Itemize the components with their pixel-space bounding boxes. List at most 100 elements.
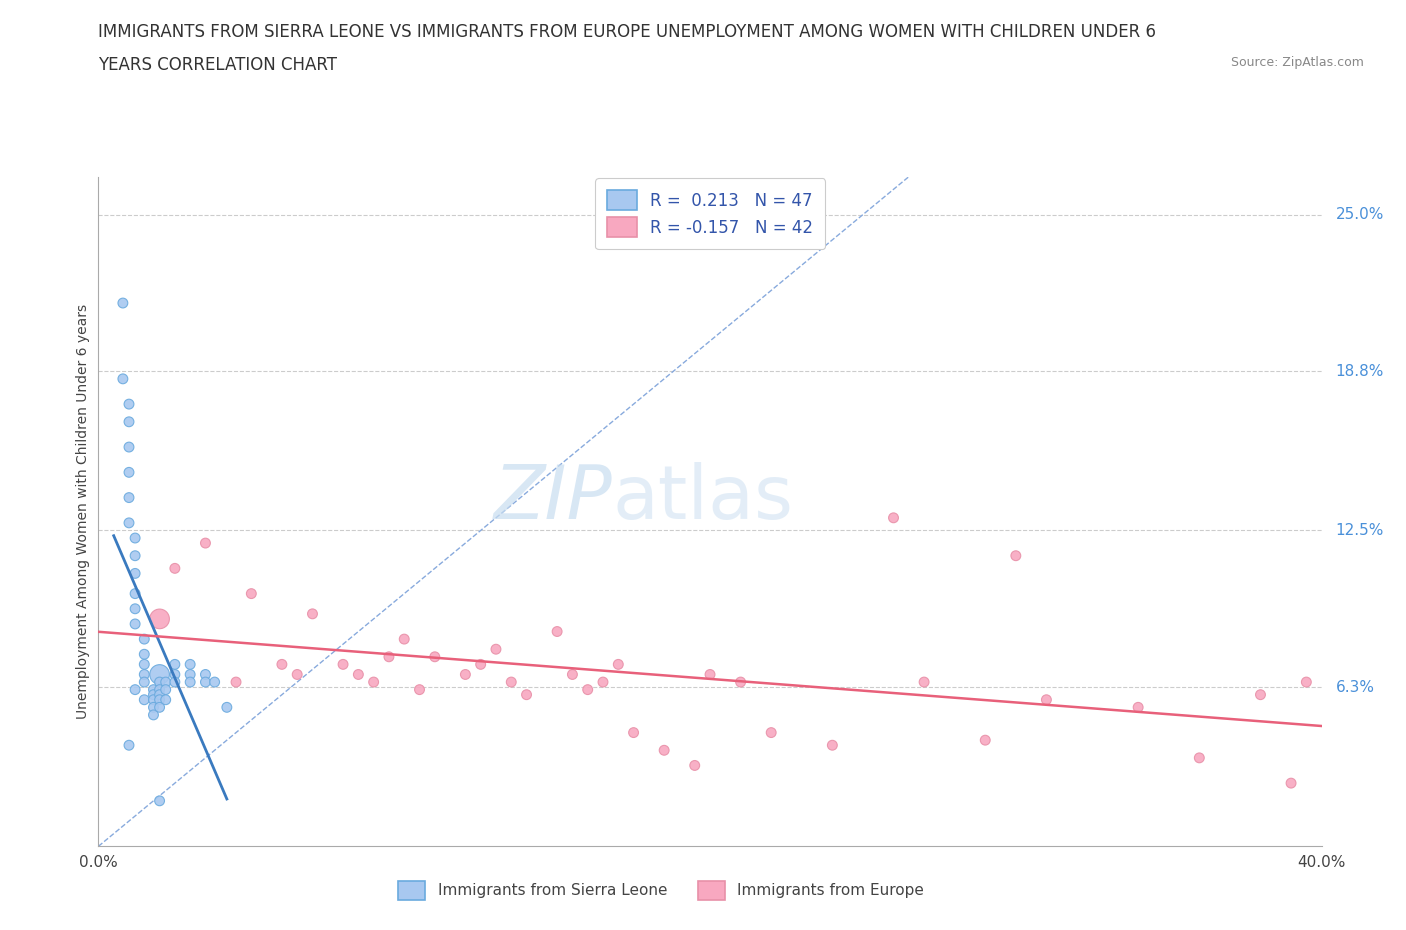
Point bbox=[111, 371, 134, 386]
Point bbox=[225, 674, 247, 689]
Point bbox=[134, 667, 156, 682]
Point bbox=[155, 692, 177, 707]
Point bbox=[118, 415, 141, 430]
Point bbox=[155, 683, 177, 698]
Point bbox=[124, 586, 146, 601]
Point bbox=[204, 674, 226, 689]
Text: IMMIGRANTS FROM SIERRA LEONE VS IMMIGRANTS FROM EUROPE UNEMPLOYMENT AMONG WOMEN : IMMIGRANTS FROM SIERRA LEONE VS IMMIGRAN… bbox=[98, 23, 1156, 41]
Point bbox=[561, 667, 583, 682]
Text: 6.3%: 6.3% bbox=[1336, 680, 1375, 695]
Point bbox=[118, 440, 141, 455]
Point bbox=[285, 667, 308, 682]
Point bbox=[454, 667, 477, 682]
Point bbox=[111, 296, 134, 311]
Point bbox=[470, 657, 492, 671]
Point bbox=[623, 725, 645, 740]
Point bbox=[592, 674, 614, 689]
Point bbox=[332, 657, 354, 671]
Point bbox=[652, 743, 675, 758]
Point bbox=[149, 700, 172, 715]
Point bbox=[124, 531, 146, 546]
Point bbox=[124, 683, 146, 698]
Point bbox=[240, 586, 263, 601]
Text: 12.5%: 12.5% bbox=[1336, 523, 1384, 538]
Text: YEARS CORRELATION CHART: YEARS CORRELATION CHART bbox=[98, 56, 337, 73]
Point bbox=[118, 490, 141, 505]
Point bbox=[124, 617, 146, 631]
Point bbox=[118, 737, 141, 752]
Point bbox=[118, 397, 141, 412]
Point bbox=[163, 561, 186, 576]
Point bbox=[347, 667, 370, 682]
Point bbox=[149, 687, 172, 702]
Point bbox=[607, 657, 630, 671]
Y-axis label: Unemployment Among Women with Children Under 6 years: Unemployment Among Women with Children U… bbox=[76, 304, 90, 719]
Point bbox=[270, 657, 292, 671]
Point bbox=[576, 683, 599, 698]
Point bbox=[194, 536, 217, 551]
Text: 18.8%: 18.8% bbox=[1336, 364, 1384, 379]
Point bbox=[118, 515, 141, 530]
Point bbox=[149, 793, 172, 808]
Point bbox=[149, 674, 172, 689]
Point bbox=[215, 700, 238, 715]
Point bbox=[155, 674, 177, 689]
Text: atlas: atlas bbox=[612, 461, 793, 535]
Point bbox=[1004, 549, 1026, 564]
Point bbox=[142, 700, 165, 715]
Point bbox=[142, 692, 165, 707]
Point bbox=[759, 725, 782, 740]
Point bbox=[134, 674, 156, 689]
Point bbox=[392, 631, 416, 646]
Text: Source: ZipAtlas.com: Source: ZipAtlas.com bbox=[1230, 56, 1364, 69]
Point bbox=[1128, 700, 1150, 715]
Point bbox=[194, 674, 217, 689]
Point bbox=[149, 683, 172, 698]
Point bbox=[124, 602, 146, 617]
Point bbox=[179, 674, 201, 689]
Point bbox=[378, 649, 401, 664]
Point bbox=[1249, 687, 1271, 702]
Point bbox=[301, 606, 323, 621]
Point bbox=[485, 642, 508, 657]
Point bbox=[142, 687, 165, 702]
Point bbox=[142, 708, 165, 723]
Point bbox=[730, 674, 752, 689]
Legend: Immigrants from Sierra Leone, Immigrants from Europe: Immigrants from Sierra Leone, Immigrants… bbox=[392, 875, 931, 906]
Point bbox=[883, 511, 905, 525]
Point bbox=[516, 687, 538, 702]
Point bbox=[124, 549, 146, 564]
Point bbox=[408, 683, 430, 698]
Text: ZIP: ZIP bbox=[494, 462, 612, 534]
Point bbox=[149, 611, 172, 626]
Point bbox=[974, 733, 997, 748]
Point bbox=[118, 465, 141, 480]
Point bbox=[163, 657, 186, 671]
Point bbox=[699, 667, 721, 682]
Point bbox=[163, 674, 186, 689]
Point bbox=[912, 674, 935, 689]
Point bbox=[149, 667, 172, 682]
Point bbox=[179, 657, 201, 671]
Point bbox=[821, 737, 844, 752]
Point bbox=[134, 631, 156, 646]
Point bbox=[134, 647, 156, 662]
Point bbox=[1188, 751, 1211, 765]
Point bbox=[134, 692, 156, 707]
Point bbox=[1279, 776, 1302, 790]
Point bbox=[423, 649, 446, 664]
Point bbox=[363, 674, 385, 689]
Point bbox=[501, 674, 523, 689]
Point bbox=[546, 624, 568, 639]
Point bbox=[194, 667, 217, 682]
Point bbox=[1295, 674, 1317, 689]
Point bbox=[163, 667, 186, 682]
Point bbox=[179, 667, 201, 682]
Point bbox=[134, 657, 156, 671]
Point bbox=[683, 758, 706, 773]
Point bbox=[1035, 692, 1057, 707]
Text: 25.0%: 25.0% bbox=[1336, 207, 1384, 222]
Point bbox=[149, 692, 172, 707]
Point bbox=[124, 566, 146, 581]
Point bbox=[142, 683, 165, 698]
